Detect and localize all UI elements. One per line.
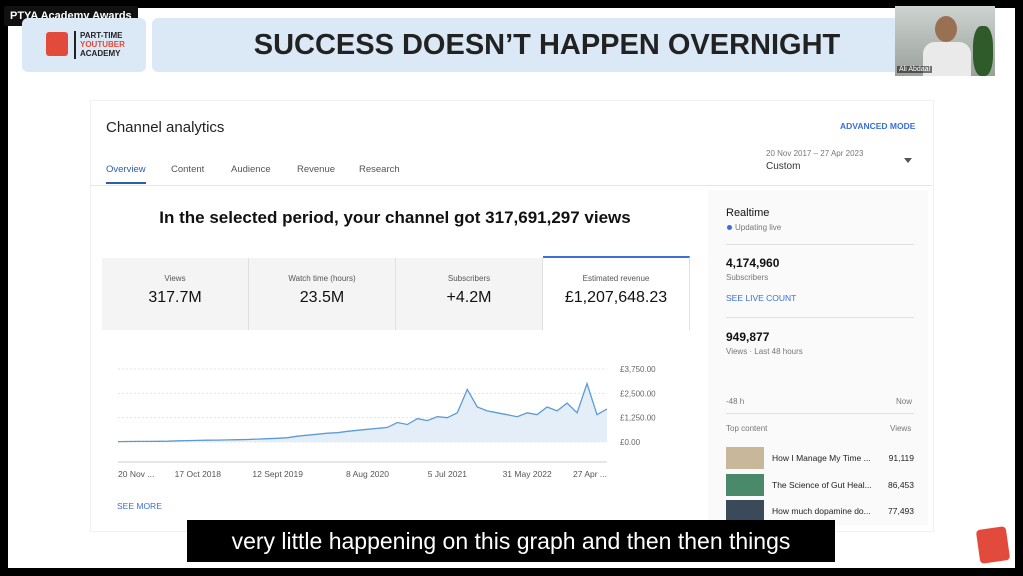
date-preset[interactable]: Custom (766, 161, 801, 172)
metric-label: Estimated revenue (582, 274, 650, 283)
webcam: Ali Abdaal (895, 6, 995, 76)
content-row[interactable]: How much dopamine do... 77,493 (726, 500, 914, 522)
date-range[interactable]: 20 Nov 2017 – 27 Apr 2023 (766, 149, 864, 158)
views-header: Views (890, 424, 912, 433)
webcam-name: Ali Abdaal (897, 66, 933, 73)
content-title: How much dopamine do... (772, 506, 871, 516)
realtime-panel (708, 190, 928, 525)
top-content-label: Top content (726, 424, 768, 433)
logo-divider (74, 31, 76, 59)
metric-label: Watch time (hours) (288, 274, 356, 283)
metric-label: Views (164, 274, 186, 283)
see-more[interactable]: SEE MORE (117, 501, 162, 511)
subscriber-label: Subscribers (726, 273, 769, 282)
line (117, 381, 608, 443)
x-tick-label: 31 May 2022 (503, 469, 552, 479)
live-dot (727, 225, 732, 230)
see-live-count[interactable]: SEE LIVE COUNT (726, 293, 797, 303)
realtime-title: Realtime (726, 207, 770, 219)
logo-icon (46, 32, 68, 56)
x-tick-label: 17 Oct 2018 (175, 469, 222, 479)
y-tick-label: £0.00 (620, 438, 641, 447)
y-tick-label: £1,250.00 (620, 414, 656, 423)
content-row[interactable]: The Science of Gut Heal... 86,453 (726, 474, 914, 496)
logo: PART-TIME YOUTUBER ACADEMY (22, 18, 146, 72)
realtime-status: Updating live (735, 223, 782, 232)
tab[interactable]: Overview (106, 164, 146, 175)
advanced-mode[interactable]: ADVANCED MODE (840, 121, 916, 131)
plant (973, 26, 993, 76)
tab[interactable]: Research (359, 164, 400, 175)
thumbnail (726, 474, 764, 496)
logo-line: YOUTUBER (80, 40, 125, 49)
metric-value: 317.7M (148, 289, 202, 306)
dropdown-arrow[interactable] (904, 158, 912, 163)
start-label: -48 h (726, 397, 745, 406)
content-title: How I Manage My Time ... (772, 453, 871, 463)
y-tick-label: £2,500.00 (620, 389, 656, 398)
metric-value: 23.5M (299, 289, 345, 306)
metric[interactable]: Views 317.7M (102, 258, 249, 330)
x-tick-label: 20 Nov ... (118, 469, 154, 479)
metric-value: +4.2M (446, 289, 492, 306)
logo-text: PART-TIME YOUTUBER ACADEMY (80, 31, 125, 58)
subscriber-count: 4,174,960 (726, 256, 780, 270)
headline: In the selected period, your channel got… (159, 208, 631, 227)
analytics-title: Channel analytics (106, 119, 225, 136)
logo-line: ACADEMY (80, 49, 121, 58)
content-views: 77,493 (888, 506, 914, 516)
metric[interactable]: Subscribers +4.2M (396, 258, 543, 330)
content-row[interactable]: How I Manage My Time ... 91,119 (726, 447, 914, 469)
content-views: 86,453 (888, 480, 914, 490)
x-tick-label: 8 Aug 2020 (346, 469, 389, 479)
metric[interactable]: Watch time (hours) 23.5M (249, 258, 396, 330)
divider (726, 413, 914, 414)
logo-line: PART-TIME (80, 31, 123, 40)
divider (726, 317, 914, 318)
metric-label: Subscribers (447, 274, 491, 283)
content-views: 91,119 (888, 453, 914, 463)
person-head (935, 16, 957, 42)
slide-title: SUCCESS DOESN’T HAPPEN OVERNIGHT (152, 18, 942, 72)
content-title: The Science of Gut Heal... (772, 480, 872, 490)
caption: very little happening on this graph and … (187, 520, 835, 562)
divider (726, 244, 914, 245)
views-count: 949,877 (726, 330, 770, 344)
tab[interactable]: Audience (231, 164, 271, 175)
y-tick-label: £3,750.00 (620, 365, 656, 374)
divider (90, 185, 932, 186)
area (118, 383, 607, 442)
metric-value: £1,207,648.23 (564, 289, 668, 306)
tab-underline (106, 182, 146, 184)
thumbnail (726, 447, 764, 469)
x-tick-label: 5 Jul 2021 (428, 469, 467, 479)
metric[interactable]: Estimated revenue £1,207,648.23 (543, 256, 690, 330)
end-label: Now (896, 397, 913, 406)
corner-logo (975, 526, 1011, 564)
x-tick-label: 27 Apr ... (573, 469, 607, 479)
x-tick-label: 12 Sept 2019 (252, 469, 303, 479)
tab[interactable]: Revenue (297, 164, 336, 175)
thumbnail (726, 500, 764, 522)
views-label: Views · Last 48 hours (726, 347, 803, 356)
tab[interactable]: Content (171, 164, 205, 175)
